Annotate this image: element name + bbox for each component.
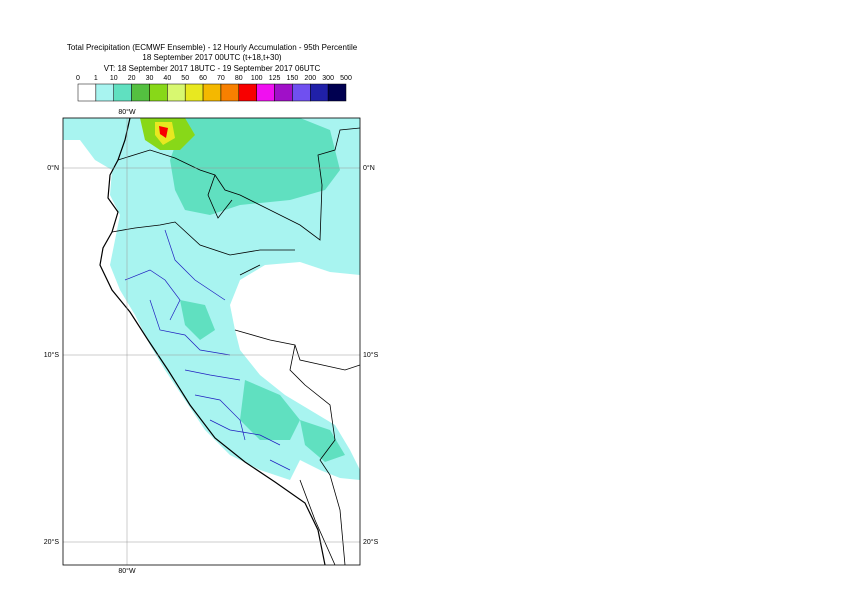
colorbar-box <box>113 83 132 102</box>
colorbar-label: 60 <box>199 75 207 82</box>
colorbar-label: 500 <box>340 75 352 82</box>
valid-time: VT: 18 September 2017 18UTC - 19 Septemb… <box>104 64 321 73</box>
colorbar-label: 1 <box>94 75 98 82</box>
colorbar-label: 70 <box>217 75 225 82</box>
lat-label: 0°N <box>363 164 375 172</box>
colorbar-box <box>238 83 257 102</box>
lon-label: 80°W <box>118 108 136 116</box>
lat-label: 20°S <box>363 538 379 546</box>
colorbar-box <box>327 83 347 102</box>
map-frame <box>62 117 361 566</box>
precip-area <box>63 118 360 480</box>
colorbar-label: 125 <box>269 75 281 82</box>
precip-area <box>180 300 345 462</box>
colorbar-box <box>167 83 186 102</box>
colorbar-label: 80 <box>235 75 243 82</box>
lat-label: 20°S <box>44 538 60 546</box>
lat-label: 10°S <box>363 351 379 359</box>
coastline <box>99 118 326 565</box>
colorbar-box <box>184 83 204 102</box>
colorbar: 0 1 10 20 30 40 50 60 70 80 100 125 150 200 300 500 <box>76 75 352 102</box>
colorbar-box <box>310 83 329 102</box>
precip-area <box>159 126 168 138</box>
colorbar-label: 150 <box>287 75 299 82</box>
admin-borders <box>124 229 291 471</box>
colorbar-box <box>292 83 311 102</box>
base-time: 18 September 2017 00UTC (t+18,t+30) <box>142 53 282 62</box>
map <box>63 118 360 565</box>
colorbar-box <box>149 83 168 102</box>
colorbar-label: 200 <box>304 75 316 82</box>
colorbar-label: 20 <box>128 75 136 82</box>
colorbar-box <box>77 83 97 102</box>
precip-area <box>170 118 340 215</box>
colorbar-box <box>95 83 114 102</box>
lat-label: 10°S <box>44 351 60 359</box>
colorbar-box <box>274 83 293 102</box>
title: Total Precipitation (ECMWF Ensemble) - 1… <box>67 43 358 52</box>
colorbar-label: 10 <box>110 75 118 82</box>
colorbar-label: 40 <box>163 75 171 82</box>
colorbar-box <box>131 83 150 102</box>
lon-label: 80°W <box>118 567 136 575</box>
colorbar-label: 50 <box>181 75 189 82</box>
colorbar-label: 100 <box>251 75 263 82</box>
colorbar-label: 30 <box>146 75 154 82</box>
colorbar-label: 300 <box>322 75 334 82</box>
colorbar-box <box>256 83 275 102</box>
colorbar-label: 0 <box>76 75 80 82</box>
colorbar-box <box>202 83 222 102</box>
borders <box>111 127 360 565</box>
colorbar-box <box>220 83 240 102</box>
lat-label: 0°N <box>47 164 59 172</box>
